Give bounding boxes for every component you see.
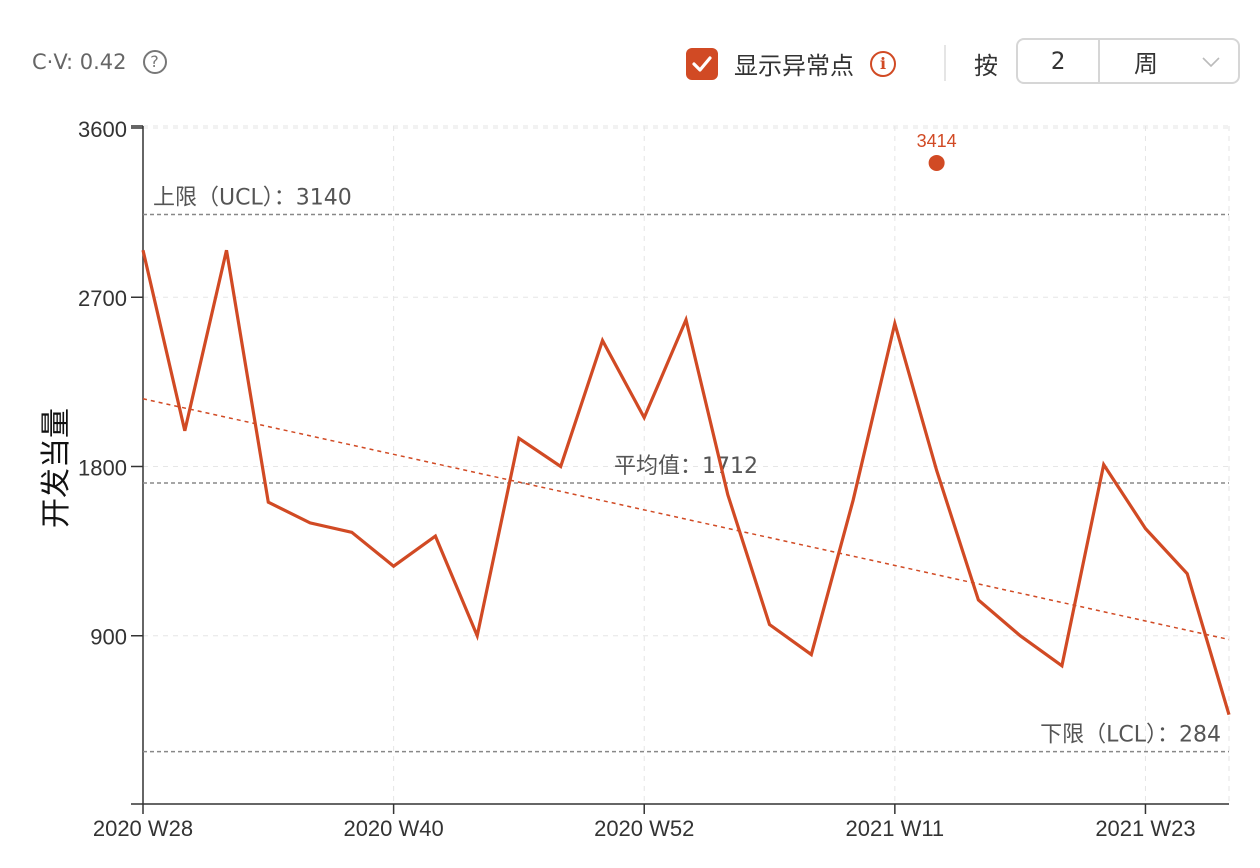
x-tick-label: 2020 W52 <box>594 816 694 841</box>
y-tick-label: 1800 <box>78 455 127 480</box>
anomaly-label: 3414 <box>917 131 957 151</box>
check-icon <box>692 55 712 72</box>
chevron-down-icon <box>1202 51 1220 72</box>
y-tick-label: 3600 <box>78 117 127 142</box>
y-tick-label: 900 <box>90 625 127 650</box>
y-tick-label: 2700 <box>78 286 127 311</box>
info-circle-icon[interactable]: i <box>870 50 896 77</box>
period-unit-select[interactable]: 周 <box>1100 40 1238 82</box>
reference-line-label: 下限（LCL）：284 <box>1040 723 1221 748</box>
x-tick-label: 2021 W23 <box>1095 816 1195 841</box>
period-unit-value: 周 <box>1134 49 1158 78</box>
anomaly-point[interactable] <box>928 154 945 171</box>
x-tick-label: 2020 W40 <box>343 816 443 841</box>
x-tick-label: 2020 W28 <box>93 816 193 841</box>
period-selector: 2 周 <box>1016 38 1240 84</box>
trend-line <box>142 398 1230 641</box>
period-count-input[interactable]: 2 <box>1018 40 1100 82</box>
reference-line-label: 上限（UCL）：3140 <box>153 185 352 210</box>
cv-indicator: C·V: 0.42 ? <box>32 50 167 74</box>
reference-line-label: 平均值：1712 <box>614 454 758 479</box>
x-tick-label: 2021 W11 <box>846 816 945 841</box>
series-line <box>141 249 1231 716</box>
show-anomaly-checkbox[interactable] <box>686 47 718 80</box>
group-by-label: 按 <box>974 52 998 80</box>
show-anomaly-toggle[interactable]: 显示异常点 i <box>686 46 896 81</box>
chart-toolbar: C·V: 0.42 ? 显示异常点 i 按 2 周 <box>0 0 1260 110</box>
question-circle-icon[interactable]: ? <box>142 50 167 74</box>
cv-value: C·V: 0.42 <box>32 50 127 74</box>
y-axis-title: 开发当量 <box>39 408 74 528</box>
toolbar-divider <box>944 45 946 81</box>
show-anomaly-label[interactable]: 显示异常点 <box>734 52 854 80</box>
